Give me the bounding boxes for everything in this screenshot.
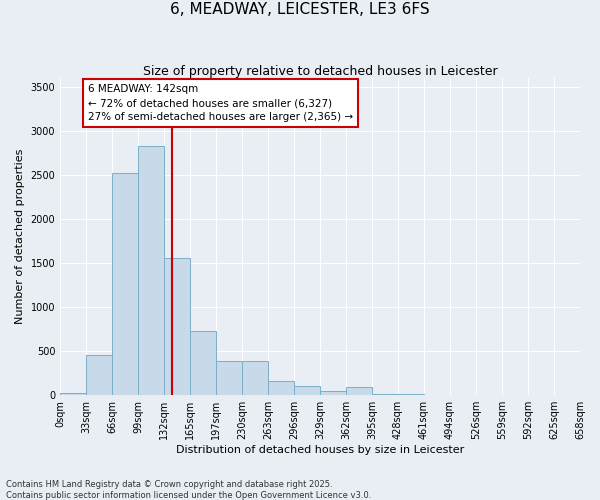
Bar [164,258,190,395]
Bar [138,146,164,395]
Bar [294,386,320,395]
Bar [346,388,372,395]
Bar [60,394,86,395]
Bar [398,394,424,395]
Text: 6, MEADWAY, LEICESTER, LE3 6FS: 6, MEADWAY, LEICESTER, LE3 6FS [170,2,430,18]
Title: Size of property relative to detached houses in Leicester: Size of property relative to detached ho… [143,65,497,78]
Text: Contains HM Land Registry data © Crown copyright and database right 2025.
Contai: Contains HM Land Registry data © Crown c… [6,480,371,500]
Bar [216,361,242,395]
Bar [242,361,268,395]
Bar [268,381,294,395]
Y-axis label: Number of detached properties: Number of detached properties [15,149,25,324]
Bar [372,394,398,395]
Text: 6 MEADWAY: 142sqm
← 72% of detached houses are smaller (6,327)
27% of semi-detac: 6 MEADWAY: 142sqm ← 72% of detached hous… [88,84,353,122]
Bar [190,331,216,395]
X-axis label: Distribution of detached houses by size in Leicester: Distribution of detached houses by size … [176,445,464,455]
Bar [86,354,112,395]
Bar [112,173,138,395]
Bar [320,391,346,395]
